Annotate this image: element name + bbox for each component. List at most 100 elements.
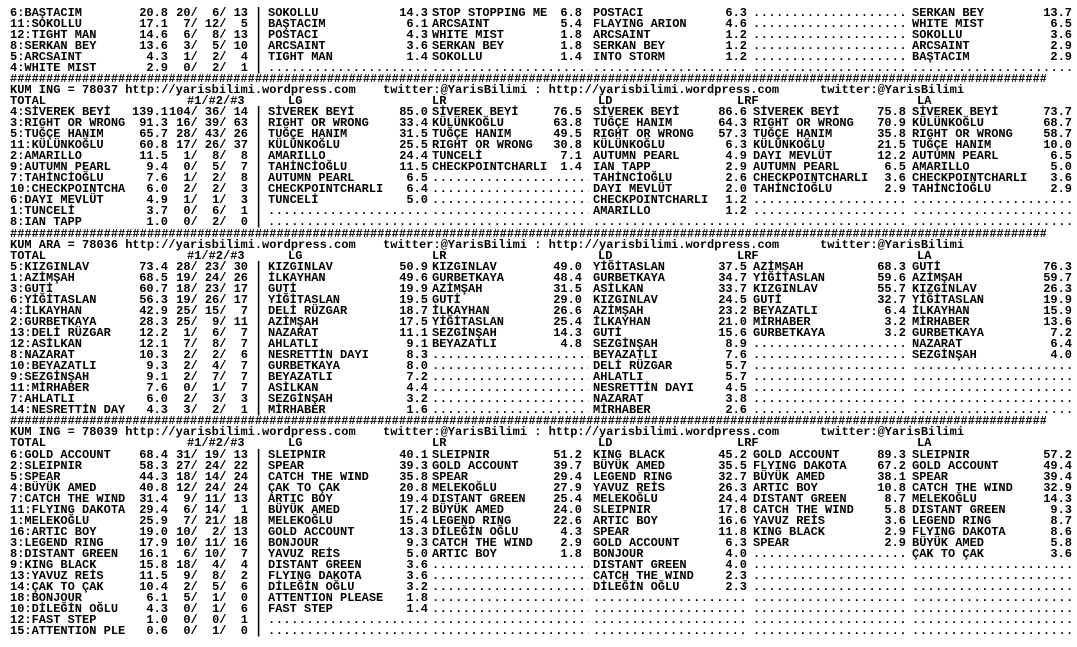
cell-ld-name: ASİLKAN xyxy=(593,281,644,296)
horse-label: 10:DİLEĞİN OĞLU xyxy=(10,602,119,617)
place-count-1: 28 xyxy=(176,259,191,274)
col-header-places: #1/#2/#3 xyxy=(187,436,245,451)
cell-ld-value: 1.2 xyxy=(725,204,747,219)
place-count-2: 8 xyxy=(212,27,220,42)
horse-label: 2:AMARILLO xyxy=(10,149,83,164)
cell-lg-value: 8.3 xyxy=(406,348,428,363)
column-divider: | xyxy=(255,359,263,374)
total-score: 4.3 xyxy=(146,403,168,418)
place-count-1: 27 xyxy=(176,458,191,473)
place-counts: 6/8/13 xyxy=(169,27,248,42)
result-row: 8:NAZARAT 10.3 2/2/6 | NESRETTİN DAYI 8.3....… xyxy=(0,348,1077,363)
cell-ld-value: 4.0 xyxy=(725,558,747,572)
cell-lr-name: BEYAZATLI xyxy=(432,337,497,351)
total-score: 31.4 xyxy=(139,491,168,506)
cell-la-value: 7.2 xyxy=(1050,325,1072,340)
cell-lrf-empty: .............................. xyxy=(753,339,908,350)
cell-lg-value: 15.4 xyxy=(399,513,428,528)
cell-lr-name: LEGEND RING xyxy=(432,513,512,528)
place-count-3: 6 xyxy=(240,580,248,595)
cell-lrf-name: SİVEREK BEYİ xyxy=(753,104,840,119)
cell-lr-name: SPEAR xyxy=(432,469,469,484)
result-row: 6:GOLD ACCOUNT 68.4 31/19/13 | SLEIPNIR 40.1 S… xyxy=(0,449,1077,461)
cell-lr-empty: .............................. xyxy=(432,626,589,638)
cell-lr-value: 1.8 xyxy=(560,546,582,561)
place-counts: 12/24/24 xyxy=(169,480,248,495)
total-score: 9.1 xyxy=(146,370,168,385)
cell-lg-name: DISTANT GREEN xyxy=(268,558,362,572)
cell-lg-value: 5.0 xyxy=(406,546,428,561)
cell-la-name: LEGEND RING xyxy=(912,513,992,528)
place-count-3: 13 xyxy=(233,524,248,539)
place-counts: 2/4/7 xyxy=(169,360,248,372)
column-divider: | xyxy=(255,480,263,495)
horse-label: 7:AHLATLI xyxy=(10,392,75,407)
place-count-3: 1 xyxy=(240,403,248,418)
cell-la-name: ÇAK TO ÇAK xyxy=(912,546,985,561)
result-row: 4:SİVEREK BEYİ 139.1 104/36/14 | SİVEREK BEY… xyxy=(0,104,1077,119)
column-divider: | xyxy=(255,392,263,407)
cell-la-value: 3.6 xyxy=(1050,171,1072,186)
place-counts: 10/11/16 xyxy=(169,535,248,550)
cell-la-empty: .............................. xyxy=(912,560,1072,571)
result-row: 8:DISTANT GREEN 16.1 6/10/7 | YAVUZ REİS 5.0 A… xyxy=(0,546,1077,561)
column-divider: | xyxy=(255,270,263,285)
place-count-1: 0 xyxy=(183,160,191,175)
col-header-lr: LR xyxy=(432,93,447,108)
cell-la-value: 8.6 xyxy=(1050,524,1072,539)
horse-label: 10:BEYAZATLI xyxy=(10,359,97,374)
place-counts: 18/4/4 xyxy=(169,559,248,571)
cell-lr-value: 63.8 xyxy=(553,116,582,130)
cell-lg-value: 1.4 xyxy=(406,49,428,64)
cell-ld-empty: .............................. xyxy=(593,217,749,229)
cell-lrf-value: 10.8 xyxy=(877,480,906,495)
place-count-2: 39 xyxy=(204,116,220,130)
slash: / xyxy=(190,27,198,42)
slash: / xyxy=(219,458,227,473)
cell-lg-value: 1.6 xyxy=(406,403,428,418)
result-row: 13:YAVUZ REİS 11.5 9/8/2 | FLYING DAKOTA 3.6.… xyxy=(0,569,1077,584)
slash: / xyxy=(219,480,227,495)
total-score: 73.4 xyxy=(139,259,168,274)
horse-label: 4:İLKAYHAN xyxy=(10,303,83,318)
place-count-2: 24 xyxy=(204,480,220,495)
cell-lg-value: 9.3 xyxy=(406,535,428,550)
cell-lg-value: 4.3 xyxy=(406,27,428,42)
horse-label: 3:RIGHT OR WRONG xyxy=(10,116,126,130)
slash: / xyxy=(219,127,227,142)
cell-lg-name: KÜLÜNKOĞLU xyxy=(268,138,341,153)
horse-label: 8:NAZARAT xyxy=(10,348,75,363)
column-divider: | xyxy=(255,314,263,329)
cell-lg-value: 5.0 xyxy=(406,193,428,208)
cell-lg-name: DELİ RÜZGAR xyxy=(268,303,348,318)
slash: / xyxy=(190,16,198,31)
cell-ld-name: CATCH THE WIND xyxy=(593,569,694,584)
place-count-3: 37 xyxy=(233,138,248,153)
place-count-1: 18 xyxy=(176,281,191,296)
result-row: 9:KING BLACK 15.8 18/4/4 | DISTANT GREEN 3.6.… xyxy=(0,558,1077,572)
cell-lrf-value: 67.2 xyxy=(877,458,906,473)
slash: / xyxy=(190,5,198,20)
column-divider: | xyxy=(255,38,263,53)
place-count-2: 8 xyxy=(212,337,220,351)
cell-lr-empty: .............................. xyxy=(432,582,589,594)
slash: / xyxy=(190,624,198,639)
cell-lr-empty: .............................. xyxy=(432,394,589,406)
cell-lr-empty: .............................. xyxy=(432,184,589,196)
horse-label: 2:GURBETKAYA xyxy=(10,314,97,329)
slash: / xyxy=(219,624,227,639)
slash: / xyxy=(190,270,198,285)
total-score: 9.4 xyxy=(146,160,168,175)
horse-label: 1:TUNCELİ xyxy=(10,204,75,219)
cell-ld-value: 8.9 xyxy=(725,337,747,351)
place-count-3: 16 xyxy=(233,535,248,550)
cell-ld-value: 26.3 xyxy=(718,480,747,495)
column-divider: | xyxy=(255,204,263,219)
slash: / xyxy=(190,392,198,407)
cell-lrf-empty: .............................. xyxy=(753,7,908,19)
cell-lrf-name: FLYING DAKOTA xyxy=(753,458,847,473)
cell-lrf-name: RIGHT OR WRONG xyxy=(753,116,854,130)
cell-lg-value: 1.4 xyxy=(406,602,428,617)
cell-la-name: CHECKPOINTCHARLI xyxy=(912,171,1028,186)
col-header-total: TOTAL xyxy=(10,93,47,108)
